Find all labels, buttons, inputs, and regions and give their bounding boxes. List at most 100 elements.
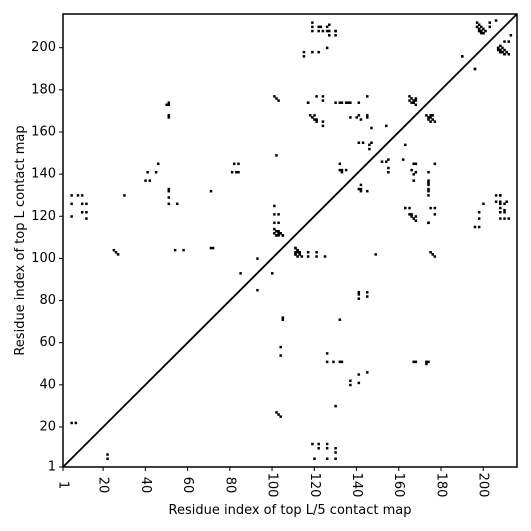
contact-point bbox=[70, 202, 73, 206]
contact-point bbox=[357, 114, 361, 117]
contact-point-mirror bbox=[325, 352, 329, 355]
contact-point bbox=[427, 360, 430, 364]
contact-point-mirror bbox=[325, 457, 329, 461]
contact-point-mirror bbox=[499, 206, 502, 210]
contact-point bbox=[361, 141, 365, 144]
contact-point bbox=[477, 23, 481, 26]
contact-point-mirror bbox=[380, 160, 384, 163]
contact-point bbox=[340, 170, 344, 174]
contact-point-mirror bbox=[501, 46, 504, 50]
contact-point-mirror bbox=[429, 116, 432, 119]
contact-point-mirror bbox=[412, 179, 415, 182]
contact-point bbox=[328, 23, 331, 26]
x-axis: 1 20 40 60 80 100 120 140 160 180 200 bbox=[56, 467, 491, 497]
contact-point bbox=[209, 246, 213, 250]
contact-point bbox=[275, 97, 278, 100]
contact-point-mirror bbox=[433, 120, 437, 123]
contact-point bbox=[277, 221, 280, 225]
contact-point-mirror bbox=[507, 217, 511, 220]
contact-point bbox=[427, 221, 430, 225]
contact-point bbox=[427, 187, 430, 191]
contact-point-mirror bbox=[412, 162, 415, 166]
contact-point-mirror bbox=[332, 360, 335, 364]
contact-point bbox=[366, 114, 369, 117]
contact-point bbox=[317, 25, 320, 29]
contact-point bbox=[74, 421, 78, 425]
contact-point-mirror bbox=[507, 40, 511, 43]
contact-point-mirror bbox=[431, 114, 434, 117]
contact-point-mirror bbox=[340, 168, 344, 172]
x-tick-label: 120 bbox=[307, 473, 322, 498]
contact-point bbox=[325, 46, 329, 50]
contact-point-mirror bbox=[374, 253, 377, 256]
y-tick-label: 100 bbox=[31, 251, 56, 266]
x-tick-label: 20 bbox=[96, 477, 111, 494]
contact-point bbox=[294, 246, 297, 250]
contact-point bbox=[338, 168, 342, 172]
contact-point-mirror bbox=[433, 213, 437, 216]
contact-point-mirror bbox=[427, 189, 430, 193]
contact-point bbox=[182, 248, 185, 252]
contact-point bbox=[473, 67, 477, 71]
y-axis-label: Residue index of top L contact map bbox=[13, 125, 28, 355]
contact-point bbox=[334, 101, 337, 104]
contact-point-mirror bbox=[368, 143, 371, 147]
contact-point bbox=[167, 116, 171, 119]
contact-point bbox=[313, 114, 316, 117]
contact-point bbox=[256, 257, 259, 260]
contact-point-mirror bbox=[477, 29, 481, 33]
contact-point-mirror bbox=[401, 158, 405, 161]
contact-point-mirror bbox=[366, 371, 369, 374]
contact-point bbox=[482, 27, 485, 31]
diagonal-line bbox=[62, 13, 518, 468]
contact-point-mirror bbox=[433, 255, 437, 258]
contact-point-mirror bbox=[499, 44, 502, 48]
contact-point-mirror bbox=[412, 101, 415, 104]
contact-point-mirror bbox=[338, 318, 342, 321]
contact-point bbox=[488, 25, 491, 29]
contact-point-mirror bbox=[509, 34, 513, 37]
contact-point-mirror bbox=[359, 118, 363, 121]
contact-point bbox=[311, 116, 314, 119]
contact-point-mirror bbox=[433, 206, 437, 210]
contact-point-mirror bbox=[503, 208, 506, 212]
contact-point bbox=[273, 213, 276, 216]
contact-point bbox=[321, 120, 325, 123]
contact-point-mirror bbox=[357, 187, 361, 191]
contact-point bbox=[344, 101, 348, 104]
contact-point-mirror bbox=[325, 446, 329, 450]
contact-point-mirror bbox=[494, 200, 498, 203]
contact-point bbox=[334, 34, 337, 37]
contact-point bbox=[321, 124, 325, 128]
contact-point-mirror bbox=[475, 25, 479, 29]
contact-point bbox=[501, 50, 504, 54]
contact-point-mirror bbox=[300, 255, 304, 258]
contact-point-mirror bbox=[429, 206, 432, 210]
contact-point-mirror bbox=[427, 170, 430, 174]
contact-point-mirror bbox=[408, 213, 411, 216]
contact-point bbox=[209, 189, 213, 193]
contact-point bbox=[273, 221, 276, 225]
x-tick-label: 40 bbox=[138, 477, 153, 494]
contact-point bbox=[173, 248, 177, 252]
contact-point bbox=[321, 99, 325, 102]
contact-point bbox=[349, 116, 352, 119]
contact-point-mirror bbox=[505, 200, 508, 203]
contact-point bbox=[480, 25, 483, 29]
contact-point-mirror bbox=[366, 295, 369, 298]
contact-point bbox=[499, 50, 502, 54]
contact-point-mirror bbox=[414, 103, 418, 107]
x-axis-label: Residue index of top L/5 contact map bbox=[169, 503, 412, 518]
contact-point bbox=[70, 215, 73, 218]
contact-point-mirror bbox=[410, 215, 413, 218]
contact-point-mirror bbox=[340, 101, 344, 104]
contact-point-mirror bbox=[387, 158, 390, 161]
contact-point-mirror bbox=[357, 293, 361, 296]
contact-point-mirror bbox=[494, 194, 498, 197]
contact-point bbox=[321, 95, 325, 98]
contact-point-mirror bbox=[429, 251, 432, 254]
contact-point-mirror bbox=[427, 183, 430, 187]
contact-point bbox=[237, 162, 240, 166]
contact-point bbox=[328, 29, 331, 33]
contact-point-mirror bbox=[414, 170, 418, 174]
